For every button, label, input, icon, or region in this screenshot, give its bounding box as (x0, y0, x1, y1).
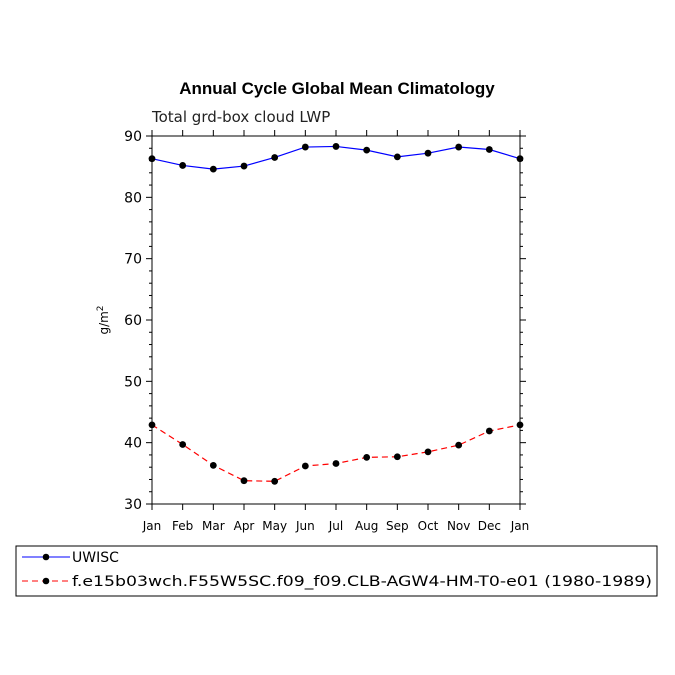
series-line-0 (151, 145, 521, 170)
series-0-point (393, 153, 401, 161)
series-0-point (516, 155, 524, 163)
series-1-point (516, 421, 524, 429)
series-0-point (271, 154, 279, 161)
series-1-point (271, 477, 279, 485)
x-tick-label: Feb (172, 519, 193, 533)
series-1-point (301, 462, 309, 470)
y-tick-label: 70 (124, 252, 142, 268)
x-tick-label: Jul (328, 519, 343, 533)
series-1-point (209, 461, 217, 469)
x-tick-label: Nov (447, 519, 470, 533)
series-layer (148, 143, 524, 485)
y-axis-label: g/m2 (96, 305, 111, 334)
series-line-1 (151, 424, 521, 482)
legend-marker-model (42, 577, 50, 585)
series-0-point (485, 146, 493, 153)
legend-box (15, 545, 658, 597)
y-tick-label: 80 (124, 190, 142, 206)
series-1-point (332, 460, 340, 467)
series-0-point (455, 143, 463, 151)
series-0-point (148, 155, 156, 163)
series-1-point (240, 477, 248, 485)
chart-title: Annual Cycle Global Mean Climatology (179, 79, 495, 98)
x-tick-label: Jun (295, 519, 315, 533)
x-tick-label: Jan (142, 519, 162, 533)
y-tick-label: 50 (124, 374, 142, 390)
legend-label-uwisc: UWISC (72, 550, 119, 566)
series-0-point (179, 162, 187, 169)
y-axis-label-unit: g/m (97, 311, 111, 334)
y-axis-label-exponent: 2 (96, 305, 106, 311)
y-tick-label: 40 (124, 436, 142, 452)
x-axis: Jan Feb Mar Apr May Jun Jul Aug Sep Oct Nov Dec Jan (142, 130, 530, 533)
x-tick-label: Sep (386, 519, 409, 533)
chart-subtitle: Total grd-box cloud LWP (151, 108, 330, 126)
x-tick-label: Apr (234, 519, 255, 533)
y-axis: 30 40 50 60 70 80 90 (124, 129, 526, 513)
x-tick-label: May (262, 519, 287, 533)
series-1-point (424, 448, 432, 456)
y-tick-label: 30 (124, 497, 142, 513)
series-0-point (240, 162, 248, 170)
series-0-point (363, 146, 371, 154)
x-tick-label: Mar (202, 519, 225, 533)
series-1-point (363, 453, 371, 461)
x-tick-label: Jan (510, 519, 530, 533)
legend-marker-uwisc (42, 553, 50, 561)
series-0-point (301, 143, 309, 151)
series-0-point (424, 149, 432, 157)
x-tick-label: Oct (418, 519, 439, 533)
plot-frame (151, 135, 521, 505)
series-1-point (455, 441, 463, 449)
series-0-point (209, 165, 217, 173)
x-tick-label: Dec (478, 519, 501, 533)
series-1-point (179, 441, 187, 448)
series-0-point (332, 143, 340, 150)
series-1-point (393, 453, 401, 461)
legend-label-model: f.e15b03wch.F55W5SC.f09_f09.CLB-AGW4-HM-… (72, 574, 652, 590)
legend: UWISC f.e15b03wch.F55W5SC.f09_f09.CLB-AG… (15, 545, 658, 597)
series-1-point (485, 427, 493, 435)
y-tick-label: 60 (124, 313, 142, 329)
y-tick-label: 90 (124, 129, 142, 145)
series-1-point (148, 421, 156, 429)
x-tick-label: Aug (355, 519, 378, 533)
